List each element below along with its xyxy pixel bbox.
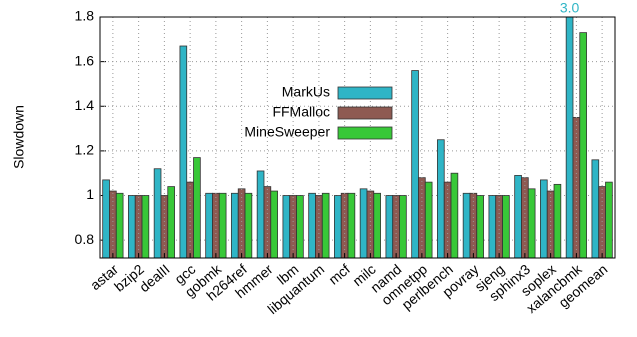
bar <box>128 195 136 258</box>
bar <box>514 175 522 258</box>
bar <box>488 195 497 258</box>
bar <box>231 192 239 258</box>
bar <box>296 195 304 258</box>
legend-swatch <box>337 126 393 140</box>
bar <box>399 195 407 258</box>
bar <box>270 190 278 258</box>
bar <box>411 70 419 258</box>
bar <box>205 192 213 258</box>
bar <box>553 183 562 258</box>
y-tick-label: 1.8 <box>75 8 95 24</box>
bar <box>315 195 323 258</box>
bar <box>437 139 445 258</box>
bar <box>476 195 484 258</box>
bar <box>193 157 201 258</box>
bar <box>167 186 175 258</box>
bar <box>218 192 227 258</box>
bar <box>527 188 536 258</box>
bar <box>160 195 169 258</box>
bar <box>359 188 368 258</box>
bar <box>502 195 510 258</box>
bar <box>347 192 356 258</box>
bar <box>540 179 548 258</box>
y-tick-label: 1.6 <box>75 52 95 68</box>
legend-label: MarkUs <box>282 84 330 100</box>
y-tick-label: 1 <box>86 186 94 202</box>
bar <box>579 32 587 258</box>
y-tick-label: 1.4 <box>75 97 95 113</box>
x-tick-label: mcf <box>325 261 353 288</box>
bar <box>289 195 297 258</box>
bar <box>450 172 459 258</box>
bar <box>102 179 110 258</box>
y-axis-label: Slowdown <box>11 105 27 169</box>
bar <box>141 195 150 258</box>
bar <box>308 192 316 258</box>
bar <box>153 168 162 258</box>
bar <box>237 188 246 258</box>
x-tick-label: dealII <box>136 261 173 295</box>
legend-swatch <box>337 86 393 100</box>
bar <box>591 159 600 258</box>
bar <box>462 192 471 258</box>
bar <box>572 117 581 258</box>
bar <box>321 192 330 258</box>
plot-frame <box>99 16 616 259</box>
legend-swatch <box>337 106 393 120</box>
bar <box>495 195 503 258</box>
bar <box>282 195 291 258</box>
bar <box>134 195 143 258</box>
bar <box>115 192 124 258</box>
legend-label: FFMalloc <box>272 104 330 120</box>
y-tick-label: 1.2 <box>75 142 95 158</box>
bar <box>605 181 613 258</box>
bar <box>424 181 433 258</box>
bar <box>385 195 394 258</box>
bar <box>244 192 253 258</box>
bar <box>334 195 342 258</box>
value-label: 3.0 <box>560 0 580 16</box>
bar <box>392 195 400 258</box>
bar <box>256 170 265 258</box>
bar <box>179 45 188 258</box>
bar <box>565 17 574 258</box>
bar <box>373 192 381 258</box>
y-tick-label: 0.8 <box>75 231 95 247</box>
legend-label: MineSweeper <box>244 124 330 140</box>
